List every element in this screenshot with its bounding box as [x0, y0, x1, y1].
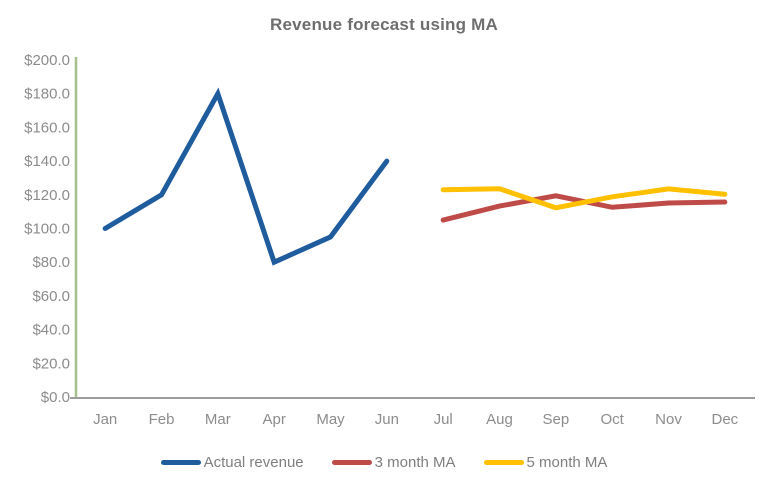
x-category-label: Jul	[434, 411, 453, 428]
x-category-label: Feb	[149, 411, 175, 428]
x-category-label: Jun	[375, 411, 399, 428]
legend-label-3-month-ma: 3 month MA	[374, 454, 456, 471]
y-tick-label: $0.0	[41, 389, 70, 406]
chart-title: Revenue forecast using MA	[270, 15, 498, 34]
y-tick-label: $40.0	[32, 322, 70, 339]
y-tick-label: $20.0	[32, 355, 70, 372]
x-category-label: Jan	[93, 411, 117, 428]
y-tick-label: $100.0	[24, 221, 70, 238]
x-category-label: Dec	[711, 411, 738, 428]
series-line-3-month-ma	[440, 193, 728, 223]
legend-label-actual-revenue: Actual revenue	[203, 454, 304, 471]
y-tick-label: $120.0	[24, 187, 70, 204]
legend-item-5-month-ma: 5 month MA	[483, 454, 608, 471]
legend: Actual revenue 3 month MA 5 month MA	[0, 454, 768, 471]
x-category-label: Aug	[486, 411, 513, 428]
legend-swatch-3-month-ma	[331, 460, 372, 465]
legend-label-5-month-ma: 5 month MA	[526, 454, 608, 471]
y-tick-label: $60.0	[32, 288, 70, 305]
series-line-5-month-ma	[440, 186, 728, 211]
y-tick-label: $80.0	[32, 254, 70, 271]
x-category-label: Sep	[542, 411, 569, 428]
y-tick-label: $140.0	[24, 153, 70, 170]
y-tick-label: $180.0	[24, 86, 70, 103]
x-category-label: May	[316, 411, 345, 428]
series-line-actual-revenue	[102, 87, 390, 266]
x-category-label: Nov	[655, 411, 682, 428]
x-category-label: Mar	[205, 411, 231, 428]
legend-swatch-5-month-ma	[483, 460, 524, 465]
y-tick-label: $200.0	[24, 52, 70, 69]
x-category-label: Apr	[262, 411, 285, 428]
legend-item-actual-revenue: Actual revenue	[160, 454, 304, 471]
x-category-label: Oct	[600, 411, 624, 428]
legend-item-3-month-ma: 3 month MA	[331, 454, 456, 471]
y-tick-label: $160.0	[24, 119, 70, 136]
legend-swatch-actual-revenue	[160, 460, 201, 465]
